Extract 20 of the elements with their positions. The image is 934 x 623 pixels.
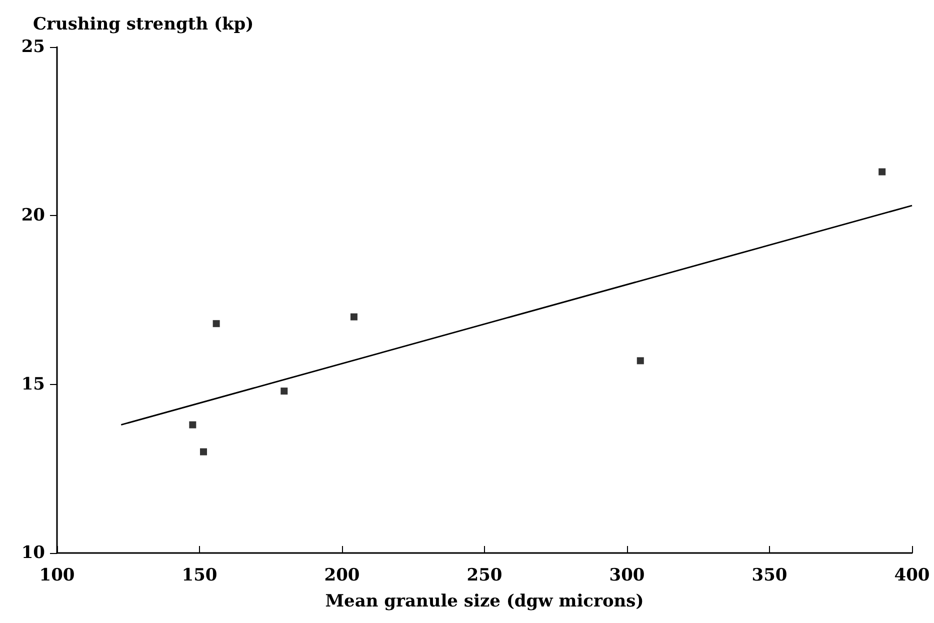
point	[280, 388, 288, 395]
y-tick-label: 10	[21, 543, 46, 563]
y-tick-label: 15	[21, 374, 45, 394]
x-tick-label: 200	[324, 566, 360, 586]
y-tick-label: 25	[21, 37, 45, 57]
x-tick-label: 300	[609, 566, 645, 586]
x-tick-label: 250	[466, 566, 502, 586]
x-tick-label: 100	[39, 566, 75, 586]
y-tick-label: 20	[21, 206, 46, 226]
x-axis-title: Mean granule size (dgw microns)	[325, 592, 644, 612]
x-tick-label: 150	[182, 566, 218, 586]
point	[212, 320, 220, 328]
y-axis-title: Crushing strength (kp)	[33, 14, 254, 34]
x-tick-label: 350	[752, 566, 788, 586]
x-tick-label: 400	[894, 566, 930, 586]
point	[200, 448, 207, 456]
point	[350, 313, 358, 320]
point	[636, 357, 644, 364]
point	[878, 168, 886, 176]
point	[189, 421, 196, 428]
